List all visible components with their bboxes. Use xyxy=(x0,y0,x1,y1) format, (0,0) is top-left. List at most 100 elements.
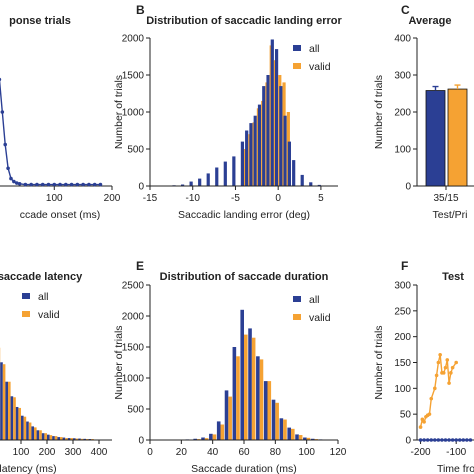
y-axis-label-b: Number of trials xyxy=(113,75,125,149)
x-axis-label-c: Test/Pri xyxy=(432,209,467,221)
y-tick-label-b: 1000 xyxy=(122,108,145,119)
legend-label-all: all xyxy=(309,43,320,55)
bar-all xyxy=(78,438,81,440)
y-tick-label-f: 0 xyxy=(405,436,411,447)
bar-all xyxy=(201,437,205,440)
bar-all xyxy=(232,347,237,440)
bar-valid xyxy=(80,438,84,440)
bar-valid xyxy=(220,424,225,440)
y-tick-label-b: 0 xyxy=(138,182,144,193)
bar-all xyxy=(279,418,284,440)
y-tick-label-f: 300 xyxy=(394,281,411,292)
bar-all xyxy=(216,421,221,440)
bar-valid xyxy=(275,402,279,440)
data-point-all xyxy=(454,438,458,442)
data-point-all xyxy=(433,438,437,442)
bar-all xyxy=(253,115,257,186)
data-point-a xyxy=(35,182,39,187)
bar-valid xyxy=(28,422,32,440)
panel-d: saccade latency 100 200 300 400 latency (ms) a… xyxy=(0,271,112,474)
data-point-all xyxy=(422,438,426,442)
x-axis-label-d: latency (ms) xyxy=(0,463,57,474)
bar-valid xyxy=(23,416,27,440)
data-point-a xyxy=(29,182,33,187)
legend-swatch-all xyxy=(22,293,30,299)
bar-valid xyxy=(251,337,256,440)
legend-label-all: all xyxy=(309,294,320,306)
bar-all xyxy=(257,104,262,186)
x-tick-label-b: -5 xyxy=(231,193,240,204)
data-point-valid xyxy=(433,386,437,391)
panel-label-e: E xyxy=(136,259,144,273)
panel-title-e: Distribution of saccade duration xyxy=(160,271,329,283)
data-point-all xyxy=(447,438,451,442)
bar-all xyxy=(287,141,291,186)
x-tick-label-d: 100 xyxy=(13,447,30,458)
bar-valid xyxy=(236,356,240,440)
data-point-a xyxy=(69,182,74,187)
panel-label-f: F xyxy=(401,259,408,273)
x-tick-label-a: 100 xyxy=(46,193,63,204)
bar-all xyxy=(5,381,8,440)
bar-all xyxy=(26,421,29,440)
panel-f: F Test -200 -100 0 50 100 150 200 250 300 Number of… xyxy=(373,259,474,474)
y-tick-label-c: 400 xyxy=(394,34,411,45)
data-point-a xyxy=(0,77,2,82)
bar-all xyxy=(266,75,270,186)
bar-all xyxy=(283,115,287,186)
y-axis-label-c: Number of trials xyxy=(373,75,385,149)
panel-label-b: B xyxy=(136,3,145,17)
bar-all xyxy=(262,86,266,186)
bar-all xyxy=(249,123,253,186)
bar-all xyxy=(256,356,260,440)
bar-valid xyxy=(49,435,53,440)
y-tick-label-f: 200 xyxy=(394,332,411,343)
data-point-valid xyxy=(436,360,441,365)
data-point-valid xyxy=(454,360,458,365)
y-axis-label-f: Number of trials xyxy=(373,325,385,399)
panel-title-d: saccade latency xyxy=(0,271,83,283)
y-axis-label-e: Number of trials xyxy=(113,325,125,399)
data-point-valid xyxy=(441,371,446,375)
data-point-a xyxy=(92,182,97,187)
x-tick-label-d: 400 xyxy=(91,447,108,458)
y-tick-label-e: 1000 xyxy=(122,374,145,385)
bar-all xyxy=(36,430,40,440)
data-point-a xyxy=(6,166,10,171)
x-tick-label-e: 120 xyxy=(330,447,347,458)
bar-all xyxy=(270,39,274,187)
x-axis-label-e: Saccade duration (ms) xyxy=(191,463,297,474)
bar-valid xyxy=(60,437,63,440)
bar-all xyxy=(263,381,268,440)
bar-valid xyxy=(54,436,58,440)
y-tick-label-e: 0 xyxy=(138,436,144,447)
bar-valid xyxy=(447,88,468,187)
bar-all xyxy=(73,438,76,440)
y-tick-label-f: 50 xyxy=(400,410,412,421)
legend-label-valid: valid xyxy=(309,312,331,324)
bar-valid xyxy=(283,419,287,440)
bar-all xyxy=(240,141,244,186)
data-point-a xyxy=(14,181,19,185)
bar-all xyxy=(317,184,321,186)
legend-swatch-valid xyxy=(293,314,301,320)
data-point-a xyxy=(52,182,57,187)
legend-swatch-valid xyxy=(22,311,30,317)
bar-all xyxy=(47,434,50,440)
data-point-all xyxy=(425,438,430,442)
x-tick-label-e: 20 xyxy=(176,447,188,458)
bar-all xyxy=(309,182,313,186)
bar-all xyxy=(189,181,193,186)
panel-title-c: Average xyxy=(408,15,451,27)
y-tick-label-b: 1500 xyxy=(122,71,145,82)
x-tick-label-b: -15 xyxy=(143,193,158,204)
bar-all xyxy=(206,173,210,186)
x-tick-label-f: -100 xyxy=(446,447,466,458)
y-tick-label-e: 1500 xyxy=(122,343,145,354)
bar-all xyxy=(21,415,24,440)
data-point-all xyxy=(440,438,444,442)
legend-label-valid: valid xyxy=(309,61,331,73)
bar-valid xyxy=(212,434,217,440)
